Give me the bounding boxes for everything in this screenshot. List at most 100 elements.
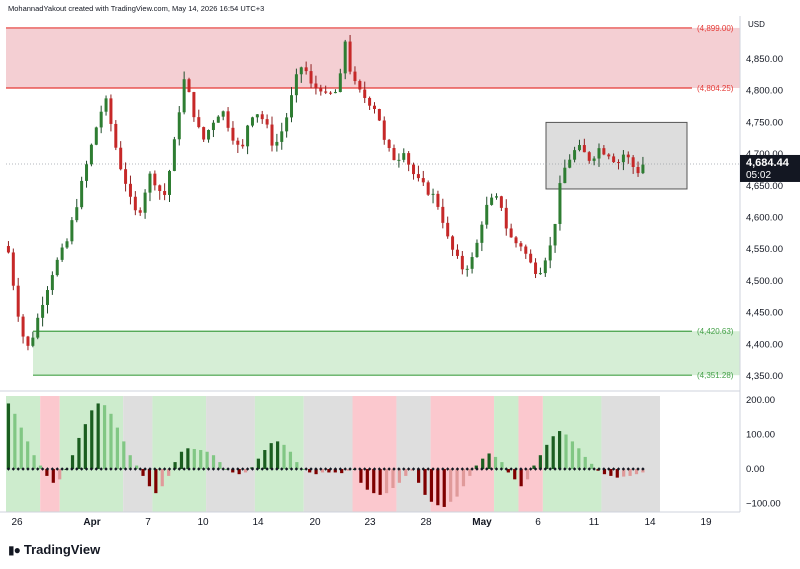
candlestick <box>202 126 206 143</box>
candle-body <box>202 127 206 140</box>
candlestick <box>490 193 494 206</box>
candle-body <box>470 257 474 269</box>
currency-label: USD <box>748 20 765 29</box>
zero-line-marker <box>524 467 528 471</box>
oscillator-bar <box>346 469 350 471</box>
zero-line-marker <box>153 467 157 471</box>
candlestick <box>485 196 489 229</box>
candlestick <box>138 207 142 216</box>
oscillator-bar <box>173 462 177 469</box>
candle-body <box>236 140 240 145</box>
candle-body <box>85 164 89 181</box>
candlestick <box>451 235 455 257</box>
oscillator-bar <box>532 465 536 469</box>
oscillator-bar <box>622 469 626 477</box>
oscillator-bar <box>634 469 639 475</box>
candlestick <box>270 116 274 152</box>
zero-line-marker <box>211 467 216 471</box>
oscillator-bar <box>83 424 87 469</box>
candle-body <box>641 164 645 174</box>
candle-body <box>402 153 406 160</box>
candlestick <box>16 277 20 322</box>
candle-body <box>143 192 147 213</box>
candle-body <box>485 204 489 225</box>
candle-body <box>133 196 137 211</box>
oscillator-bar <box>372 469 376 494</box>
candle-body <box>290 95 294 118</box>
zero-line-marker <box>167 467 172 471</box>
candle-body <box>36 317 40 338</box>
candlestick <box>158 184 162 200</box>
candlestick <box>348 34 352 75</box>
candle-body <box>89 144 93 165</box>
range-box <box>545 121 688 190</box>
zero-line-marker <box>143 467 147 471</box>
candlestick <box>529 249 533 264</box>
zero-line-marker <box>245 467 250 471</box>
zero-line-marker <box>158 467 162 471</box>
oscillator-bar <box>628 469 632 476</box>
oscillator-bar <box>641 469 645 473</box>
candle-body <box>172 139 176 171</box>
candlestick <box>602 145 606 156</box>
candlestick <box>636 161 640 177</box>
zero-line-marker <box>558 467 562 471</box>
zero-line-marker <box>201 467 206 471</box>
oscillator-bar <box>468 469 472 476</box>
zero-line-marker <box>182 467 186 471</box>
oscillator-bar <box>115 427 119 469</box>
candlestick <box>255 114 259 123</box>
candle-body <box>94 127 98 145</box>
candle-body <box>45 290 49 305</box>
candle-body <box>241 144 245 147</box>
candlestick <box>275 133 279 152</box>
price-tick-label: 4,700.00 <box>746 149 783 160</box>
price-tick-label: 4,850.00 <box>746 54 783 65</box>
candlestick <box>148 171 152 202</box>
candle-body <box>504 207 508 229</box>
candle-body <box>538 273 542 275</box>
candlestick <box>128 175 132 205</box>
candlestick <box>216 115 220 123</box>
time-axis-label: 6 <box>535 517 541 528</box>
candlestick <box>192 91 196 122</box>
candle-body <box>465 268 469 270</box>
oscillator-bar <box>256 458 260 469</box>
candle-body <box>534 262 538 274</box>
candlestick <box>587 151 591 164</box>
candlestick <box>421 170 425 186</box>
oscillator-band <box>494 396 519 512</box>
oscillator-bar <box>160 469 164 487</box>
candle-body <box>21 316 25 337</box>
candlestick <box>314 75 318 95</box>
candlestick <box>11 248 15 291</box>
candle-body <box>314 83 318 89</box>
candle-body <box>358 81 362 90</box>
candle-body <box>216 116 220 123</box>
oscillator-bar <box>32 455 36 469</box>
oscillator-bar <box>314 469 318 475</box>
tradingview-brand[interactable]: ▮● TradingView <box>8 542 100 557</box>
oscillator-bar <box>154 469 158 494</box>
zero-line-marker <box>50 467 55 471</box>
zero-line-marker <box>607 467 611 471</box>
candle-body <box>617 162 621 164</box>
candle-body <box>109 98 113 124</box>
candlestick <box>475 239 479 258</box>
oscillator-bar <box>596 469 600 471</box>
candlestick <box>343 39 347 80</box>
zero-line-marker <box>577 467 582 471</box>
candle-body <box>177 112 181 140</box>
candlestick <box>392 144 396 161</box>
oscillator-bar <box>410 469 414 471</box>
candle-body <box>509 228 513 238</box>
candlestick <box>626 151 630 164</box>
candle-body <box>519 243 523 247</box>
candlestick <box>197 109 201 129</box>
oscillator-bar <box>513 469 517 480</box>
candle-body <box>553 223 557 246</box>
candlestick <box>55 257 59 277</box>
time-axis-label: 19 <box>700 517 712 528</box>
candle-body <box>294 74 298 96</box>
